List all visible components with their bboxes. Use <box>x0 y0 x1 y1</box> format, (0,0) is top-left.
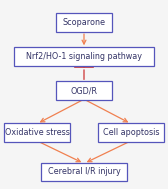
FancyBboxPatch shape <box>56 81 112 100</box>
FancyBboxPatch shape <box>14 47 154 66</box>
Text: Cell apoptosis: Cell apoptosis <box>103 128 159 137</box>
Text: Scoparone: Scoparone <box>62 18 106 27</box>
Text: Cerebral I/R injury: Cerebral I/R injury <box>48 167 120 177</box>
Text: OGD/R: OGD/R <box>71 86 97 95</box>
Text: Nrf2/HO-1 signaling pathway: Nrf2/HO-1 signaling pathway <box>26 52 142 61</box>
Text: Oxidative stress: Oxidative stress <box>5 128 69 137</box>
FancyBboxPatch shape <box>41 163 127 181</box>
FancyBboxPatch shape <box>98 123 164 142</box>
FancyBboxPatch shape <box>56 13 112 32</box>
FancyBboxPatch shape <box>4 123 70 142</box>
